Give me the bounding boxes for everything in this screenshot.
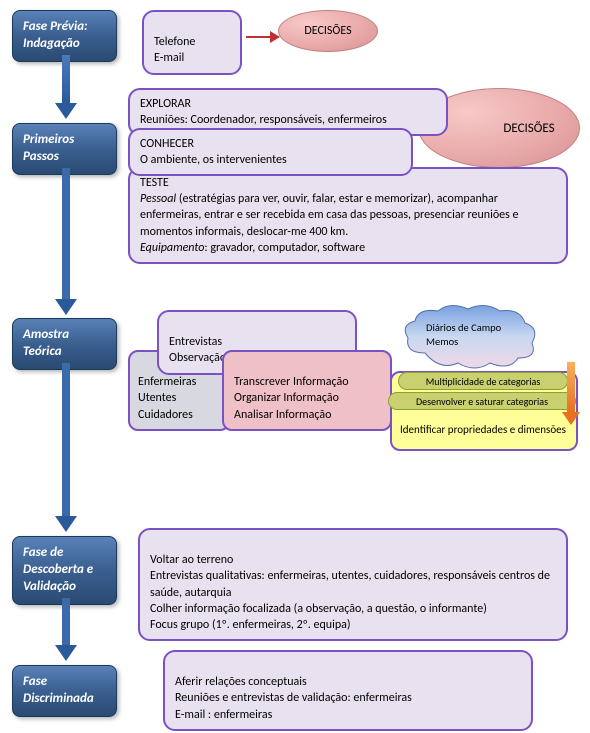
teste-equip: Equipamento: gravador, computador, softw…	[140, 240, 556, 256]
phase-label: Fase Prévia: Indagação	[23, 19, 88, 51]
discriminada-box: Aferir relações conceptuais Reuniões e e…	[163, 650, 533, 731]
diarios-cloud: Diários de Campo Memos	[400, 303, 540, 373]
phase-fase-previa: Fase Prévia: Indagação	[12, 10, 117, 62]
conhecer-title: CONHECER	[140, 136, 401, 152]
teste-pessoal-text: (estratégias para ver, ouvir, falar, est…	[140, 192, 519, 238]
explorar-title: EXPLORAR	[140, 96, 436, 112]
arrow-down-icon	[55, 363, 77, 533]
phase-label: Amostra Teórica	[23, 327, 69, 359]
phase-label: Fase de Descoberta e Validação	[23, 545, 93, 594]
descoberta-text: Voltar ao terreno Entrevistas qualitativ…	[150, 553, 550, 632]
diarios-text: Diários de Campo Memos	[426, 321, 501, 348]
teste-box: TESTE Pessoal (estratégias para ver, ouv…	[128, 167, 568, 264]
arrow-down-icon	[55, 598, 77, 662]
teste-body: Pessoal (estratégias para ver, ouvir, fa…	[140, 191, 556, 240]
desenvolver-pill: Desenvolver e saturar categorias	[388, 392, 576, 410]
arrow-down-icon	[55, 168, 77, 316]
desenvolver-text: Desenvolver e saturar categorias	[416, 395, 548, 408]
transcrever-text: Transcrever Informação Organizar Informa…	[234, 375, 349, 421]
explorar-body: Reuniões: Coordenador, responsáveis, enf…	[140, 112, 436, 128]
conhecer-box: CONHECER O ambiente, os intervenientes	[128, 128, 413, 176]
phase-fase-descoberta: Fase de Descoberta e Validação	[12, 536, 117, 605]
teste-pessoal-label: Pessoal	[140, 192, 176, 206]
decisoes-label: DECISÕES	[304, 24, 351, 38]
arrow-right-icon	[246, 30, 280, 44]
phase-primeiros-passos: Primeiros Passos	[12, 123, 117, 175]
discriminada-text: Aferir relações conceptuais Reuniões e e…	[175, 675, 412, 721]
arrow-down-icon	[55, 55, 77, 120]
teste-equip-label: Equipamento	[140, 241, 204, 255]
conhecer-body: O ambiente, os intervenientes	[140, 152, 401, 168]
phase-label: Primeiros Passos	[23, 132, 74, 164]
decisoes-ellipse: DECISÕES	[278, 10, 378, 52]
teste-title: TESTE	[140, 175, 556, 191]
multiplicidade-pill: Multiplicidade de categorias	[398, 372, 568, 390]
phase-amostra-teorica: Amostra Teórica	[12, 318, 117, 370]
multiplicidade-text: Multiplicidade de categorias	[426, 375, 541, 388]
arrow-down-orange-icon	[562, 362, 580, 426]
telefone-box: Telefone E-mail	[142, 10, 242, 75]
enfermeiras-text: Enfermeiras Utentes Cuidadores	[138, 375, 196, 421]
descoberta-box: Voltar ao terreno Entrevistas qualitativ…	[138, 528, 568, 641]
identificar-text: Identificar propriedades e dimensões	[400, 423, 566, 436]
teste-equip-text: : gravador, computador, software	[204, 241, 365, 255]
phase-fase-discriminada: Fase Discriminada	[12, 665, 117, 717]
phase-label: Fase Discriminada	[23, 674, 94, 706]
telefone-text: Telefone E-mail	[154, 35, 195, 65]
transcrever-box: Transcrever Informação Organizar Informa…	[222, 350, 392, 431]
decisoes-label: DECISÕES	[503, 121, 554, 136]
